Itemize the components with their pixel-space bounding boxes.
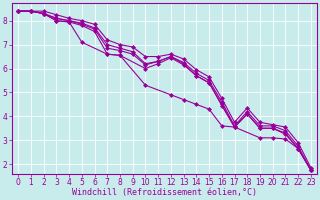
X-axis label: Windchill (Refroidissement éolien,°C): Windchill (Refroidissement éolien,°C): [72, 188, 257, 197]
